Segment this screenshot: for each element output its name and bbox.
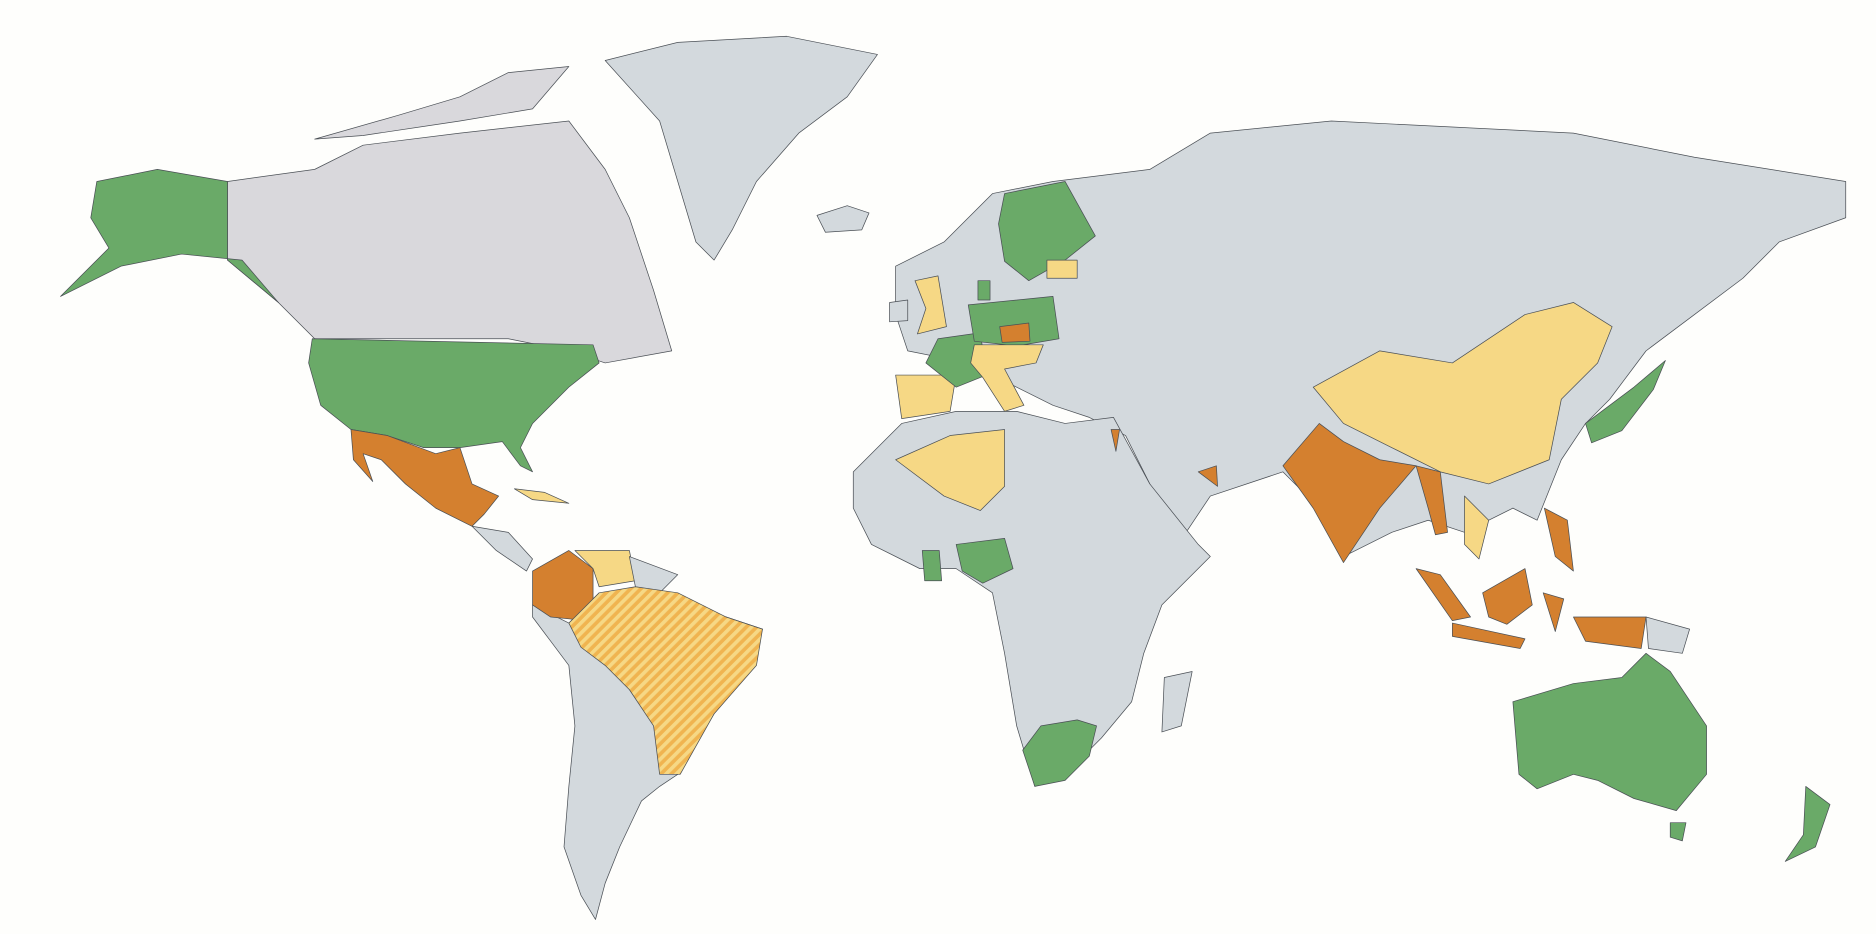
country-central-america[interactable] (471, 525, 533, 572)
country-israel[interactable] (1110, 429, 1120, 452)
country-cuba[interactable] (514, 488, 570, 504)
country-indonesia-java[interactable] (1452, 622, 1526, 649)
country-alaska[interactable] (60, 169, 279, 303)
country-australia[interactable] (1512, 652, 1707, 811)
country-ireland[interactable] (889, 299, 909, 323)
country-indonesia-sumatra[interactable] (1415, 568, 1471, 622)
country-canada[interactable] (227, 120, 673, 364)
country-africa[interactable] (852, 410, 1211, 787)
country-indonesia-papua[interactable] (1573, 616, 1647, 649)
country-estonia[interactable] (1046, 259, 1078, 279)
country-south-africa[interactable] (1022, 719, 1097, 787)
country-indonesia-sulawesi[interactable] (1542, 592, 1565, 632)
country-italy-austria-hungary[interactable] (970, 344, 1044, 412)
country-new-zealand[interactable] (1784, 786, 1831, 862)
country-venezuela[interactable] (574, 550, 636, 588)
country-tasmania[interactable] (1669, 822, 1687, 842)
country-greenland[interactable] (604, 35, 878, 261)
country-spain[interactable] (895, 374, 957, 419)
country-algeria[interactable] (895, 429, 1005, 511)
country-uk[interactable] (914, 275, 947, 335)
country-uae[interactable] (1197, 465, 1218, 487)
country-nigeria[interactable] (955, 538, 1014, 584)
country-indonesia-borneo[interactable] (1482, 568, 1533, 625)
country-brazil[interactable] (568, 586, 763, 775)
country-germany-poland[interactable] (967, 296, 1060, 347)
country-thailand-myanmar[interactable] (1415, 465, 1448, 536)
country-ghana[interactable] (921, 550, 942, 582)
country-czechia[interactable] (999, 322, 1031, 343)
country-iceland[interactable] (816, 205, 870, 233)
country-vietnam[interactable] (1464, 495, 1490, 560)
country-canada-island[interactable] (314, 66, 570, 140)
country-madagascar[interactable] (1161, 671, 1193, 733)
country-china[interactable] (1312, 302, 1613, 485)
country-denmark[interactable] (977, 280, 991, 301)
country-png[interactable] (1645, 616, 1690, 654)
country-usa[interactable] (308, 338, 600, 473)
country-japan[interactable] (1585, 360, 1666, 444)
country-philippines[interactable] (1544, 507, 1574, 572)
